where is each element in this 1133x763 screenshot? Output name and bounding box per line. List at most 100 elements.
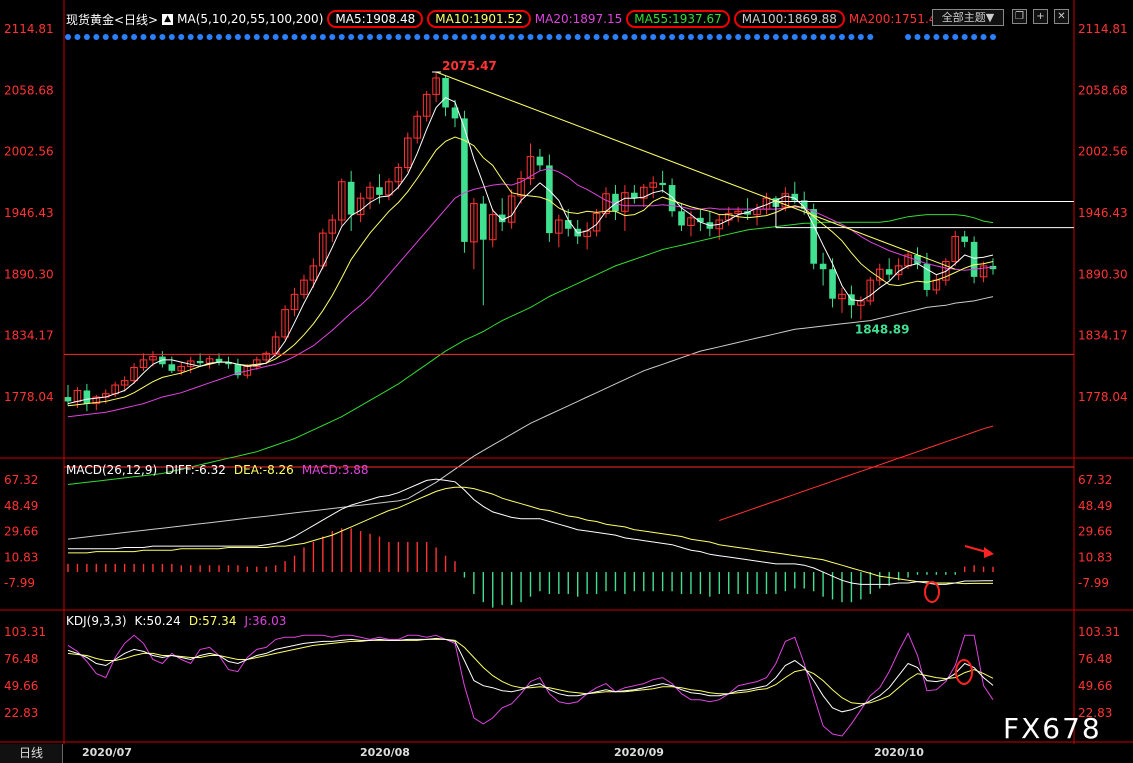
event-marker (329, 34, 336, 40)
watermark-logo: FX678 (1003, 712, 1102, 745)
event-marker (603, 34, 610, 40)
event-marker (942, 34, 949, 40)
event-marker (206, 34, 213, 40)
candle-body (875, 268, 884, 281)
macd-left-tick: 29.66 (4, 525, 38, 539)
candle-body (442, 77, 449, 108)
event-marker (650, 34, 657, 40)
daily-tab[interactable]: 日线 (0, 744, 63, 763)
candle-body (687, 217, 695, 226)
restore-icon[interactable]: ❐ (1012, 9, 1027, 24)
close-icon[interactable]: ✕ (1054, 9, 1069, 24)
kdj-left-tick: 103.31 (4, 625, 46, 639)
plus-icon[interactable]: + (1033, 9, 1048, 24)
event-marker (423, 34, 430, 40)
symbol-title[interactable]: 现货黄金<日线> (66, 12, 159, 27)
candle-body (961, 236, 968, 242)
event-marker (367, 34, 374, 40)
event-marker (829, 34, 836, 40)
kdj-right-tick: 49.66 (1078, 679, 1112, 693)
theme-dropdown-button[interactable]: 全部主题▼ (932, 9, 1004, 26)
event-marker (961, 34, 968, 40)
k-line (67, 637, 994, 713)
macd-left-tick: -7.99 (4, 576, 35, 590)
candle-body (149, 356, 157, 361)
event-marker (74, 34, 81, 40)
candles (64, 71, 997, 412)
event-marker (404, 34, 411, 40)
candle-body (215, 358, 223, 363)
event-marker (697, 34, 704, 40)
ma200-line (719, 425, 994, 521)
event-marker (272, 34, 279, 40)
candle-body (546, 165, 553, 234)
kdj-right-tick: 22.83 (1078, 706, 1112, 720)
candle-body (328, 219, 337, 234)
candle-body (942, 261, 950, 281)
event-marker (508, 34, 515, 40)
event-marker (555, 34, 562, 40)
candle-body (885, 269, 893, 275)
macd-left-tick: 48.49 (4, 499, 38, 513)
candle-body (810, 209, 817, 264)
dea-line (68, 486, 993, 585)
event-marker (527, 34, 534, 40)
candle-body (894, 265, 903, 276)
candle-body (555, 219, 563, 234)
price-right-tick: 2002.56 (1078, 145, 1128, 159)
event-marker (140, 34, 147, 40)
event-marker (376, 34, 383, 40)
ma5-line (67, 96, 994, 405)
candle-body (139, 359, 148, 369)
candle-body (234, 364, 242, 376)
event-marker (282, 34, 289, 40)
candle-body (281, 309, 289, 338)
candle-body (744, 211, 751, 215)
j-line (67, 632, 994, 737)
macd-right-tick: 29.66 (1078, 525, 1112, 539)
high-price-label: 2075.47 (442, 59, 497, 73)
ma-icon: ▲ (162, 13, 174, 25)
kdj-panel (67, 632, 994, 737)
candle-body (970, 241, 978, 277)
event-marker (744, 34, 751, 40)
event-marker (952, 34, 959, 40)
event-marker (612, 34, 619, 40)
event-marker (678, 34, 685, 40)
candle-body (309, 265, 318, 281)
candle-body (130, 367, 138, 382)
event-marker (687, 34, 694, 40)
candle-body (951, 235, 960, 263)
candle-body (829, 269, 836, 299)
candle-body (394, 167, 403, 183)
event-marker (112, 34, 119, 40)
candle-body (564, 220, 572, 229)
candle-body (649, 182, 658, 188)
candle-body (225, 362, 232, 365)
ma100-value: MA100:1869.88 (733, 10, 845, 28)
event-marker (838, 34, 845, 40)
downtrend-line (435, 71, 956, 270)
candle-body (366, 186, 374, 199)
event-marker (848, 34, 855, 40)
event-marker (640, 34, 647, 40)
event-marker (518, 34, 525, 40)
price-left-tick: 1946.43 (4, 206, 54, 220)
event-marker (338, 34, 345, 40)
ma-params: MA(5,10,20,55,100,200) (177, 12, 324, 26)
candle-body (64, 397, 72, 402)
candle-body (866, 279, 875, 302)
main-panel (65, 34, 996, 40)
event-marker (149, 34, 156, 40)
event-marker (536, 34, 543, 40)
event-marker (159, 34, 166, 40)
candle-body (488, 214, 497, 241)
candle-body (781, 193, 790, 208)
price-left-tick: 1778.04 (4, 390, 54, 404)
candle-body (498, 214, 506, 223)
event-marker (480, 34, 487, 40)
event-marker (225, 34, 232, 40)
event-marker (131, 34, 138, 40)
event-marker (867, 34, 874, 40)
